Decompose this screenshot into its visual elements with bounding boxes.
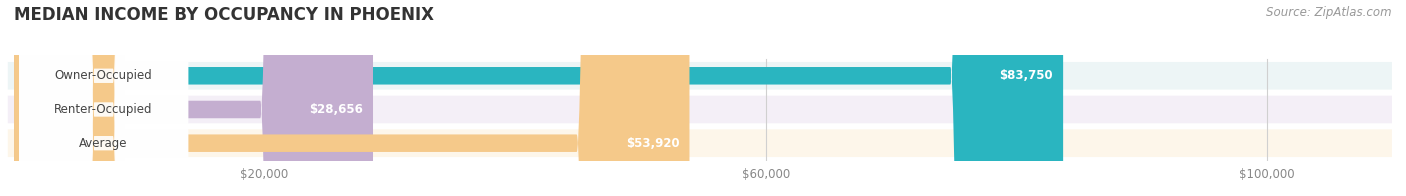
Text: Source: ZipAtlas.com: Source: ZipAtlas.com (1267, 6, 1392, 19)
FancyBboxPatch shape (8, 129, 1392, 157)
Text: $83,750: $83,750 (1000, 69, 1053, 82)
FancyBboxPatch shape (20, 0, 188, 196)
FancyBboxPatch shape (8, 62, 1392, 90)
Text: Renter-Occupied: Renter-Occupied (55, 103, 153, 116)
FancyBboxPatch shape (20, 0, 188, 196)
FancyBboxPatch shape (14, 0, 689, 196)
FancyBboxPatch shape (20, 0, 188, 196)
FancyBboxPatch shape (14, 0, 1063, 196)
Text: MEDIAN INCOME BY OCCUPANCY IN PHOENIX: MEDIAN INCOME BY OCCUPANCY IN PHOENIX (14, 6, 434, 24)
Text: Owner-Occupied: Owner-Occupied (55, 69, 152, 82)
Text: $53,920: $53,920 (626, 137, 679, 150)
FancyBboxPatch shape (8, 96, 1392, 123)
FancyBboxPatch shape (14, 0, 373, 196)
Text: Average: Average (79, 137, 128, 150)
Text: $28,656: $28,656 (309, 103, 363, 116)
